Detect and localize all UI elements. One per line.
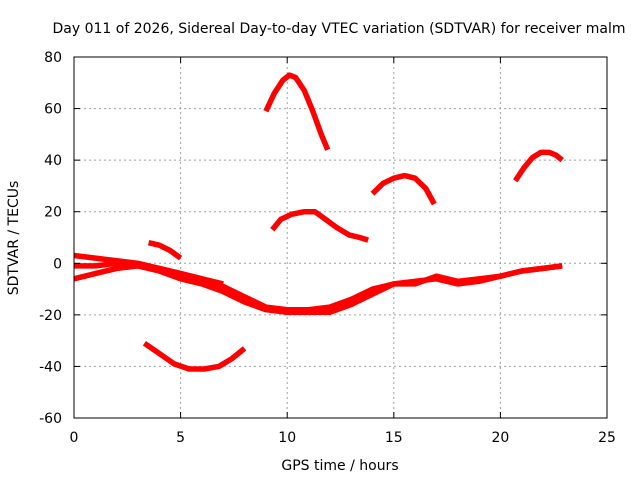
series-line-arc-top-peak [263, 72, 331, 151]
series-line-arc-right-2 [513, 149, 564, 183]
x-axis-title: GPS time / hours [281, 458, 398, 474]
y-axis-title: SDTVAR / TECUs [6, 181, 22, 296]
x-tick-label: 5 [176, 430, 185, 446]
series-line-baseline-a [73, 252, 563, 313]
x-tick-label: 20 [491, 430, 509, 446]
y-tick-label: -40 [39, 359, 62, 375]
y-tick-label: -20 [39, 308, 62, 324]
x-tick-label: 0 [70, 430, 79, 446]
plot-frame [73, 56, 608, 419]
grid-layer [74, 57, 607, 418]
series-line-baseline-c [74, 260, 224, 287]
x-tick-label: 25 [598, 430, 616, 446]
y-tick-label: 20 [44, 205, 62, 221]
chart-title: Day 011 of 2026, Sidereal Day-to-day VTE… [53, 21, 626, 37]
series-layer [73, 72, 564, 372]
series-line-arc-early-short [147, 240, 183, 261]
y-tick-label: 60 [44, 102, 62, 118]
x-tick-label: 10 [278, 430, 296, 446]
series-line-arc-low-trough [142, 340, 247, 372]
x-tick-label: 15 [385, 430, 403, 446]
y-tick-label: -60 [39, 411, 62, 427]
y-tick-label: 80 [44, 50, 62, 66]
series-line-baseline-b [73, 263, 563, 316]
y-tick-label: 0 [53, 256, 62, 272]
tick-layer: 0 5 10 15 20 25 -60 -40 -20 0 20 40 60 80 [39, 50, 616, 446]
y-tick-label: 40 [44, 153, 62, 169]
series-line-arc-right-1 [370, 172, 437, 206]
series-line-arc-mid-peak [270, 208, 370, 243]
